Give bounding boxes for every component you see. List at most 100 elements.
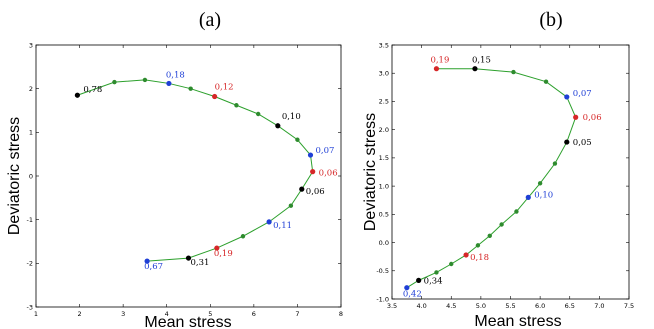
data-point (240, 234, 246, 239)
y-tick-label: -1 (27, 216, 33, 224)
y-tick-label: 3 (29, 41, 33, 49)
y-tick-label: 2.0 (379, 126, 389, 134)
x-tick-label: 8 (339, 310, 343, 318)
x-tick-label: 6.0 (535, 302, 545, 310)
chart-panel-a: 1 2 3 4 5 6 7 8 -3 -2 -1 0 1 2 3 0,78 0,18 0,12 0,10 0,07 0,… (6, 9, 343, 329)
point-annotation: 0,07 (316, 146, 335, 156)
data-point (142, 77, 148, 83)
data-point (499, 222, 504, 227)
data-point (543, 79, 549, 84)
y-tick-label: 0 (29, 172, 33, 180)
data-point (299, 186, 305, 192)
y-tick-label: -1.0 (376, 295, 389, 303)
point-annotation: 0,06 (319, 169, 338, 179)
data-point (166, 80, 172, 87)
stress-path-line (77, 79, 314, 262)
y-tick-label: 0.0 (379, 239, 389, 247)
data-point (573, 114, 579, 120)
point-annotation: 0,19 (214, 249, 233, 259)
data-point (188, 86, 193, 91)
data-point (307, 152, 314, 158)
point-annotation: 0,18 (166, 70, 185, 80)
data-point (487, 233, 492, 238)
y-tick-label: 3.0 (379, 70, 389, 78)
data-point (537, 181, 543, 186)
data-point (404, 285, 410, 291)
point-annotation: 0,18 (470, 253, 489, 263)
data-point (511, 69, 516, 75)
point-annotation: 0,78 (83, 85, 102, 95)
y-tick-label: 3.5 (379, 41, 389, 49)
point-annotation: 0,34 (424, 276, 443, 286)
point-annotation: 0,15 (472, 56, 491, 66)
data-point (472, 66, 478, 72)
data-point (212, 93, 218, 100)
data-point (266, 219, 272, 225)
point-annotation: 0,06 (306, 187, 325, 197)
y-tick-label: 2.5 (379, 98, 389, 106)
y-tick-label: 1 (29, 129, 33, 137)
chart-panel-b: 3.5 4.0 4.5 5.0 5.5 6.0 6.5 7.0 7.5 -1.0 -0.5 0.0 0.… (362, 9, 634, 329)
data-point (112, 79, 117, 85)
point-annotation: 0,19 (430, 56, 449, 66)
y-tick-label: 1.5 (379, 154, 389, 162)
panel-label: (a) (199, 9, 221, 31)
x-tick-label: 4.5 (446, 302, 456, 310)
stress-path-line (406, 68, 577, 289)
data-point (185, 255, 192, 261)
x-tick-label: 4 (165, 310, 169, 318)
data-point (256, 111, 261, 117)
point-annotation: 0,10 (534, 190, 553, 200)
y-axis-title: Deviatoric stress (362, 113, 379, 231)
y-axis-title: Deviatoric stress (6, 117, 23, 235)
x-tick-label: 7.0 (594, 302, 604, 310)
data-point (214, 245, 220, 251)
x-tick-label: 6.5 (565, 302, 575, 310)
plot-frame (391, 44, 630, 300)
point-annotation: 0,06 (583, 113, 602, 123)
y-tick-label: -2 (27, 260, 33, 268)
point-annotation: 0,12 (215, 83, 234, 93)
data-point (434, 270, 439, 275)
x-tick-label: 7.5 (624, 302, 634, 310)
data-point (275, 123, 281, 129)
point-annotation: 0,67 (144, 262, 163, 272)
y-tick-label: 2 (29, 85, 33, 93)
x-tick-label: 7 (295, 310, 299, 318)
data-point (564, 139, 570, 145)
data-point (295, 137, 300, 142)
data-point (433, 66, 440, 72)
data-point (144, 258, 150, 264)
x-tick-label: 6 (252, 310, 256, 318)
point-annotation: 0,07 (573, 89, 592, 99)
x-tick-label: 5.0 (476, 302, 486, 310)
data-point (310, 169, 316, 175)
y-tick-label: -0.5 (376, 267, 389, 275)
data-point (288, 203, 294, 208)
x-tick-label: 1 (34, 310, 38, 318)
x-tick-label: 2 (78, 310, 82, 318)
data-point (525, 194, 531, 200)
point-annotation: 0,05 (573, 138, 592, 148)
data-point (234, 103, 239, 108)
x-tick-label: 3 (121, 310, 125, 318)
x-axis-title: Mean stress (144, 314, 231, 329)
data-point (564, 94, 570, 100)
x-tick-label: 3.5 (387, 302, 397, 310)
data-point (475, 243, 481, 248)
y-tick-label: -3 (27, 303, 33, 311)
y-tick-label: 1.0 (379, 182, 389, 190)
x-tick-label: 4.0 (416, 302, 426, 310)
y-tick-label: 0.5 (379, 211, 389, 219)
data-point (416, 277, 422, 283)
point-annotation: 0,10 (282, 112, 301, 122)
x-axis-title: Mean stress (474, 313, 561, 329)
data-point (463, 252, 469, 258)
point-annotation: 0,31 (191, 258, 210, 268)
plot-frame (35, 44, 342, 308)
panel-label: (b) (539, 9, 562, 31)
x-tick-label: 5 (208, 310, 212, 318)
data-point (449, 261, 454, 267)
data-point (514, 209, 519, 214)
